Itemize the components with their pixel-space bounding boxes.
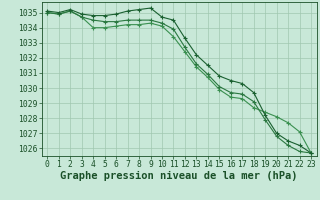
X-axis label: Graphe pression niveau de la mer (hPa): Graphe pression niveau de la mer (hPa) [60,171,298,181]
